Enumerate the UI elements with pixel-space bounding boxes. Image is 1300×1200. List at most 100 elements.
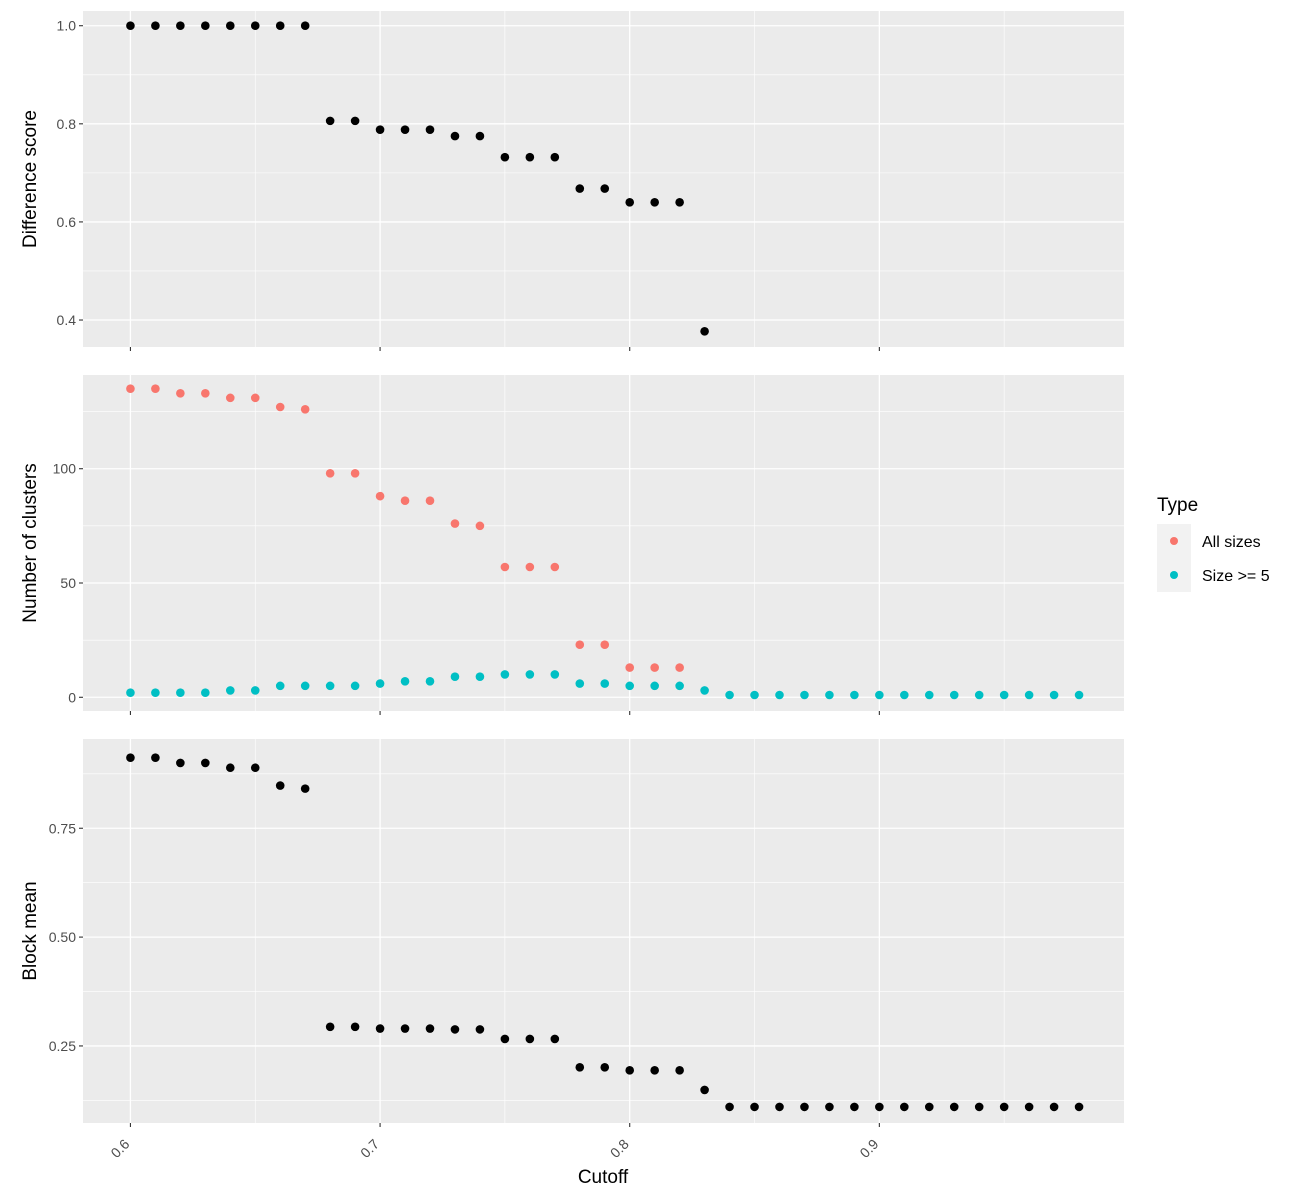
data-point-series xyxy=(800,1102,809,1112)
panel-background xyxy=(83,375,1124,711)
data-point-size-5 xyxy=(225,686,235,695)
legend-title: Type xyxy=(1157,495,1198,516)
data-point-series xyxy=(675,197,684,207)
y-axis-title: Block mean xyxy=(20,881,41,980)
data-point-series xyxy=(201,21,210,31)
data-point-series xyxy=(325,1022,335,1032)
data-point-size-5 xyxy=(176,688,185,698)
legend-label-all-sizes: All sizes xyxy=(1202,534,1261,551)
data-point-series xyxy=(151,21,160,31)
data-point-size-5 xyxy=(675,681,684,691)
data-point-series xyxy=(999,1102,1009,1112)
data-point-series xyxy=(275,781,285,790)
data-point-series xyxy=(700,1085,709,1095)
gridlines xyxy=(83,739,1124,1123)
y-tick-label: 1.0 xyxy=(57,18,77,34)
data-point-series xyxy=(850,1102,859,1112)
y-tick-label: 0.6 xyxy=(57,214,77,230)
data-point-series xyxy=(700,327,709,336)
data-point-all-sizes xyxy=(225,393,235,403)
data-point-series xyxy=(625,197,635,207)
data-point-size-5 xyxy=(900,690,909,700)
data-points xyxy=(126,753,1084,1112)
data-point-series xyxy=(425,1024,435,1033)
data-point-all-sizes xyxy=(350,468,360,478)
y-axis-title: Difference score xyxy=(20,110,41,248)
data-point-series xyxy=(875,1102,884,1112)
data-point-all-sizes xyxy=(475,521,485,531)
data-point-series xyxy=(650,197,659,207)
data-point-series xyxy=(525,152,535,162)
data-point-all-sizes xyxy=(176,388,185,398)
y-axis-ticks: 0.25 0.50 0.75 xyxy=(49,820,83,1054)
data-point-series xyxy=(900,1102,909,1112)
data-point-series xyxy=(725,1102,734,1112)
y-tick-label: 0.8 xyxy=(57,116,77,132)
panel-block-mean: 0.25 0.50 0.75 Block mean xyxy=(20,739,1124,1127)
data-point-series xyxy=(325,116,335,126)
data-point-size-5 xyxy=(750,690,759,700)
data-point-all-sizes xyxy=(550,562,560,572)
legend: Type All sizes Size >= 5 xyxy=(1157,495,1270,592)
data-point-size-5 xyxy=(949,690,959,700)
data-point-series xyxy=(475,1025,485,1034)
data-point-series xyxy=(300,21,310,31)
data-point-all-sizes xyxy=(500,562,510,572)
data-point-all-sizes xyxy=(375,491,385,501)
data-point-series xyxy=(375,125,385,135)
data-point-series xyxy=(675,1066,684,1075)
panel-background xyxy=(83,11,1124,347)
data-point-size-5 xyxy=(400,676,410,686)
data-point-series xyxy=(225,763,235,773)
x-axis-ticks xyxy=(129,1123,880,1127)
data-point-series xyxy=(575,1062,585,1072)
data-point-size-5 xyxy=(924,690,934,700)
data-point-series xyxy=(625,1066,635,1075)
data-points xyxy=(126,384,1084,700)
data-point-series xyxy=(500,1034,510,1044)
data-point-size-5 xyxy=(700,686,709,695)
y-tick-label: 0 xyxy=(68,689,76,705)
data-point-series xyxy=(250,763,260,773)
data-point-series xyxy=(176,758,185,768)
x-axis-ticks xyxy=(129,347,880,351)
data-point-size-5 xyxy=(974,690,984,700)
data-point-all-sizes xyxy=(525,562,535,572)
data-point-size-5 xyxy=(151,688,160,698)
data-point-series xyxy=(575,184,585,193)
data-point-series xyxy=(425,125,435,135)
y-tick-label: 0.25 xyxy=(49,1038,76,1054)
data-point-series xyxy=(201,758,210,768)
y-tick-label: 0.75 xyxy=(49,820,76,836)
data-point-size-5 xyxy=(201,688,210,698)
legend-key-size-ge-5 xyxy=(1170,571,1178,579)
data-point-series xyxy=(450,131,460,141)
data-point-size-5 xyxy=(250,686,260,695)
gridlines xyxy=(83,11,1124,347)
data-point-size-5 xyxy=(475,672,485,682)
data-point-size-5 xyxy=(525,670,535,679)
data-point-series xyxy=(949,1102,959,1112)
data-point-series xyxy=(250,21,260,31)
data-point-series xyxy=(400,1024,410,1033)
x-axis-title: Cutoff xyxy=(578,1167,629,1188)
data-points xyxy=(126,21,709,336)
data-point-size-5 xyxy=(550,670,560,679)
data-point-series xyxy=(126,753,135,763)
data-point-series xyxy=(375,1024,385,1033)
data-point-all-sizes xyxy=(250,393,260,403)
y-tick-label: 50 xyxy=(60,575,76,591)
data-point-all-sizes xyxy=(450,519,460,528)
panel-background xyxy=(83,739,1124,1123)
y-axis-ticks: 0 50 100 xyxy=(53,461,83,705)
data-point-size-5 xyxy=(875,690,884,700)
y-tick-label: 0.4 xyxy=(57,312,77,328)
data-point-all-sizes xyxy=(300,404,310,414)
data-point-series xyxy=(400,125,410,135)
data-point-all-sizes xyxy=(675,663,684,672)
data-point-size-5 xyxy=(825,690,834,700)
data-point-size-5 xyxy=(275,681,285,691)
y-tick-label: 0.50 xyxy=(49,929,76,945)
data-point-size-5 xyxy=(350,681,360,691)
